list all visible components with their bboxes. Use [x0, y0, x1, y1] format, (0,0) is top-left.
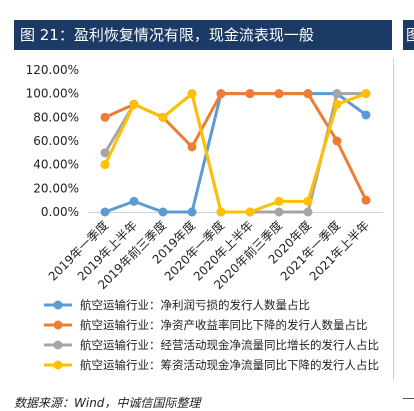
legend-marker-3	[53, 340, 63, 350]
series-line-4	[103, 92, 367, 214]
y-tick-label: 80.00%	[33, 110, 79, 124]
data-point-series-4	[100, 160, 110, 170]
y-tick-label: 40.00%	[33, 158, 79, 172]
data-point-series-4	[216, 207, 226, 217]
legend-label: 航空运输行业：经营活动现金净流量同比增长的发行人占比	[80, 338, 379, 352]
data-point-series-2	[245, 89, 255, 99]
data-point-series-4	[245, 207, 255, 217]
series-line-3	[103, 92, 366, 214]
data-point-series-1	[361, 110, 371, 120]
data-point-series-1	[158, 207, 168, 217]
y-tick-label: 60.00%	[33, 134, 79, 148]
legend-label: 航空运输行业：筹资活动现金净流量同比下降的发行人占比	[80, 358, 379, 372]
y-tick-label: 120.00%	[26, 63, 79, 77]
data-point-series-3	[303, 207, 313, 217]
data-point-series-3	[100, 148, 110, 158]
legend-label: 航空运输行业：净资产收益率同比下降的发行人数量占比	[80, 318, 368, 332]
y-tick-label: 20.00%	[33, 181, 79, 195]
data-point-series-2	[303, 89, 313, 99]
data-point-series-2	[361, 195, 371, 205]
data-point-series-4	[158, 112, 168, 122]
data-point-series-1	[187, 207, 197, 217]
panel-divider	[393, 58, 394, 380]
data-point-series-4	[303, 196, 313, 206]
series-line-1	[104, 92, 367, 214]
data-point-series-2	[100, 112, 110, 122]
y-tick-label: 0.00%	[41, 205, 79, 219]
legend-marker-1	[53, 300, 63, 310]
data-point-series-3	[332, 89, 342, 99]
legend-label: 航空运输行业：净利润亏损的发行人数量占比	[80, 298, 310, 312]
legend-marker-2	[53, 320, 63, 330]
data-point-series-4	[129, 99, 139, 109]
next-figure-title: 图	[406, 26, 414, 44]
data-point-series-3	[274, 207, 284, 217]
figure-title-bar: 图 21：盈利恢复情况有限，现金流表现一般	[14, 20, 392, 50]
data-point-series-4	[361, 89, 371, 99]
data-point-series-2	[332, 136, 342, 146]
legend-marker-4	[53, 360, 63, 370]
data-point-series-1	[100, 207, 110, 217]
data-point-series-2	[216, 89, 226, 99]
data-point-series-1	[129, 196, 139, 206]
data-point-series-2	[187, 142, 197, 152]
data-point-series-4	[274, 196, 284, 206]
data-point-series-2	[274, 89, 284, 99]
data-point-series-4	[187, 89, 197, 99]
side-rule	[403, 398, 414, 399]
data-point-series-4	[332, 99, 342, 109]
next-figure-title-bar: 图	[403, 20, 414, 50]
source-note: 数据来源：Wind，中诚信国际整理	[14, 396, 201, 410]
y-tick-label: 100.00%	[26, 87, 79, 101]
figure-title: 图 21：盈利恢复情况有限，现金流表现一般	[20, 26, 314, 44]
